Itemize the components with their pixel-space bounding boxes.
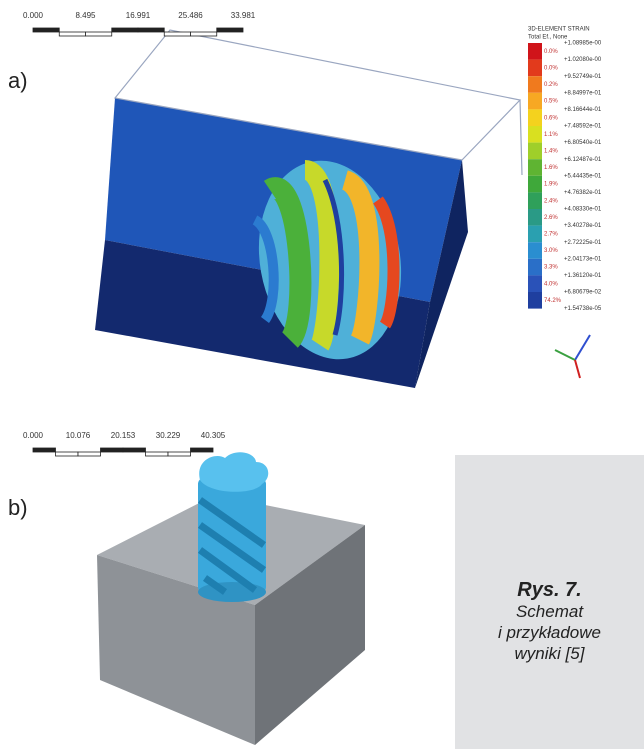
legend-value: +6.80540e-01 [564, 140, 602, 146]
legend-swatch [528, 159, 542, 176]
legend-percent: 4.0% [544, 281, 558, 287]
legend-percent: 2.4% [544, 198, 558, 204]
legend-percent: 0.0% [544, 65, 558, 71]
scale-segment [191, 32, 217, 36]
legend-swatch [528, 259, 542, 276]
scale-segment [146, 452, 169, 456]
legend-percent: 0.0% [544, 49, 558, 55]
legend-swatch [528, 43, 542, 60]
scale-label: 25.486 [178, 11, 203, 20]
scale-segment [191, 448, 214, 452]
legend-value: +2.04173e-01 [564, 256, 602, 262]
scale-segment [33, 28, 59, 32]
caption-title: Rys. 7. [455, 580, 644, 601]
legend-percent: 3.3% [544, 265, 558, 271]
legend-percent: 2.7% [544, 231, 558, 237]
scale-label: 40.305 [201, 431, 226, 440]
legend-swatch [528, 60, 542, 77]
legend-percent: 0.5% [544, 99, 558, 105]
scale-label: 0.000 [23, 431, 44, 440]
scale-segment [59, 32, 85, 36]
caption-line: wyniki [5] [455, 643, 644, 664]
legend-percent: 0.2% [544, 82, 558, 88]
legend-swatch [528, 292, 542, 309]
legend-swatch [528, 143, 542, 160]
scale-segment [78, 452, 101, 456]
legend-value: +5.44435e-01 [564, 173, 602, 179]
caption-line: Schemat [455, 601, 644, 622]
page: {"figure_a": {"label": "a)", "scale_labe… [0, 0, 644, 749]
legend-percent: 1.4% [544, 148, 558, 154]
scale-label: 8.495 [75, 11, 96, 20]
legend-percent: 74.2% [544, 298, 562, 304]
legend-subtitle: Total Ef., None [528, 35, 568, 41]
scale-segment [164, 32, 190, 36]
legend-swatch [528, 76, 542, 93]
scale-segment [33, 448, 56, 452]
scale-label: 0.000 [23, 11, 44, 20]
legend-value: +4.08330e-01 [564, 207, 602, 213]
legend-value: +3.40278e-01 [564, 223, 602, 229]
scale-segment [123, 448, 146, 452]
legend-value: +1.02080e-00 [564, 57, 602, 63]
legend-value: +1.08985e-00 [564, 41, 602, 47]
legend-swatch [528, 209, 542, 226]
legend-swatch [528, 242, 542, 259]
legend-value: +2.72225e-01 [564, 240, 602, 246]
scale-label: 33.981 [231, 11, 256, 20]
legend-value: +7.48592e-01 [564, 124, 602, 130]
tool [198, 452, 268, 602]
legend-value: +6.12487e-01 [564, 157, 602, 163]
scale-segment [101, 448, 124, 452]
legend-title: 3D-ELEMENT STRAIN [528, 27, 590, 33]
legend-percent: 2.6% [544, 215, 558, 221]
scale-label: 30.229 [156, 431, 181, 440]
legend-swatch [528, 192, 542, 209]
scale-label: 16.991 [126, 11, 151, 20]
scale-segment [168, 452, 191, 456]
legend-percent: 1.1% [544, 132, 558, 138]
axis-triad [555, 335, 590, 378]
legend-swatch [528, 226, 542, 243]
legend-value: +8.16644e-01 [564, 107, 602, 113]
caption-line: i przykładowe [455, 622, 644, 643]
legend-percent: 1.6% [544, 165, 558, 171]
legend-value: +1.54738e-05 [564, 306, 602, 312]
legend-swatch [528, 275, 542, 292]
legend-value: +1.36120e-01 [564, 273, 602, 279]
caption-box: Rys. 7. Schemat i przykładowe wyniki [5] [455, 455, 644, 749]
legend-value: +4.76382e-01 [564, 190, 602, 196]
scale-segment [112, 28, 138, 32]
legend-swatch [528, 126, 542, 143]
scale-label: 10.076 [66, 431, 91, 440]
legend-percent: 3.0% [544, 248, 558, 254]
legend-value: +9.52749e-01 [564, 74, 602, 80]
scale-segment [86, 32, 112, 36]
legend-swatch [528, 93, 542, 110]
legend-percent: 1.9% [544, 182, 558, 188]
scale-segment [138, 28, 164, 32]
scale-segment [217, 28, 243, 32]
legend-swatch [528, 109, 542, 126]
legend-percent: 0.6% [544, 115, 558, 121]
scale-segment [56, 452, 79, 456]
legend-value: +6.80679e-02 [564, 290, 602, 296]
legend-value: +8.84997e-01 [564, 90, 602, 96]
legend-swatch [528, 176, 542, 193]
scale-label: 20.153 [111, 431, 136, 440]
